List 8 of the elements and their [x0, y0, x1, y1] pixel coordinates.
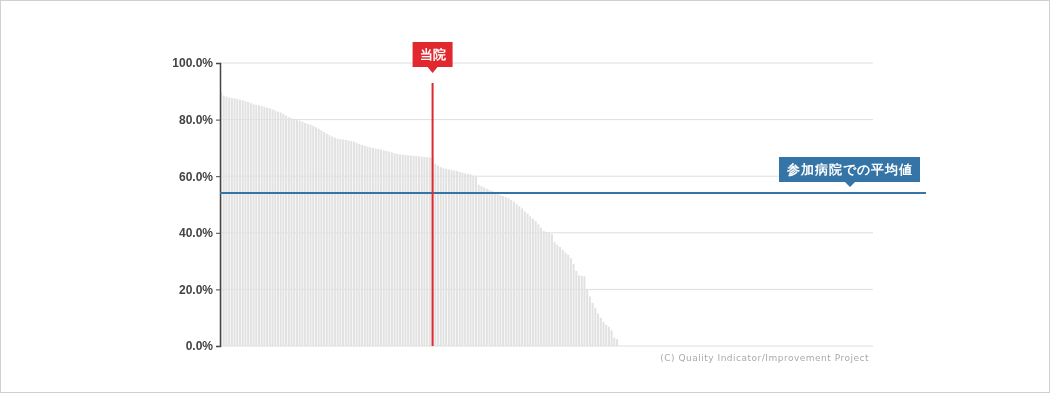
y-tick-label: 40.0% — [178, 226, 214, 241]
y-tick-label: 60.0% — [178, 169, 214, 184]
text: (C) Quality Indicator/Improvement Project — [660, 353, 869, 363]
y-tick-label: 0.0% — [185, 339, 214, 354]
ref-line-label: 参加病院での平均値 — [786, 161, 913, 177]
y-tick-label: 80.0% — [178, 112, 214, 127]
y-tick-label: 20.0% — [178, 282, 214, 297]
y-tick-label: 100.0% — [172, 56, 214, 71]
